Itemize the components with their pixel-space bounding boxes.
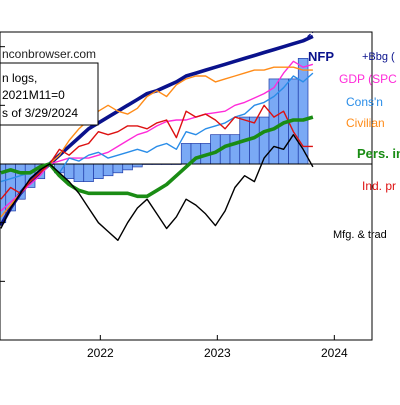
series-line [0, 134, 314, 241]
label-gdp: GDP (SPC [339, 72, 397, 86]
bar [63, 163, 75, 180]
series-line [302, 31, 314, 42]
source-text: nconbrowser.com [2, 47, 96, 61]
series-line [0, 66, 313, 218]
label-bbg: +Bbg ( [362, 51, 395, 63]
notes-box [0, 62, 99, 126]
bar [93, 163, 104, 180]
label-civilian: Civilian [346, 116, 385, 130]
x-tick-label: 2022 [87, 346, 114, 360]
lines-layer [0, 31, 314, 241]
bar [258, 116, 270, 165]
note-3: s of 3/29/2024 [2, 106, 78, 120]
note-1: n logs, [2, 71, 37, 85]
ticks-layer: 2022 2023 2024 [0, 46, 348, 360]
note-2: 2021M11=0 [2, 88, 65, 102]
bar [229, 134, 241, 165]
label-pers-inc: Pers. in [357, 146, 400, 161]
bar [102, 163, 114, 177]
x-tick-label: 2023 [204, 346, 231, 360]
bar [73, 163, 85, 182]
label-nfp: NFP [308, 49, 334, 64]
label-consn: Cons'n [346, 95, 383, 109]
bar [180, 143, 192, 165]
plot-frame [0, 31, 373, 341]
series-line [0, 115, 314, 199]
bar [112, 163, 124, 174]
bar [122, 163, 133, 171]
bar [249, 116, 260, 165]
label-mfg-trade: Mfg. & trad [333, 229, 387, 241]
x-tick-label: 2024 [321, 346, 348, 360]
series-line [0, 104, 313, 200]
series-line [0, 60, 314, 212]
bar [83, 163, 94, 182]
label-ind-prod: Ind. pr [362, 179, 396, 193]
